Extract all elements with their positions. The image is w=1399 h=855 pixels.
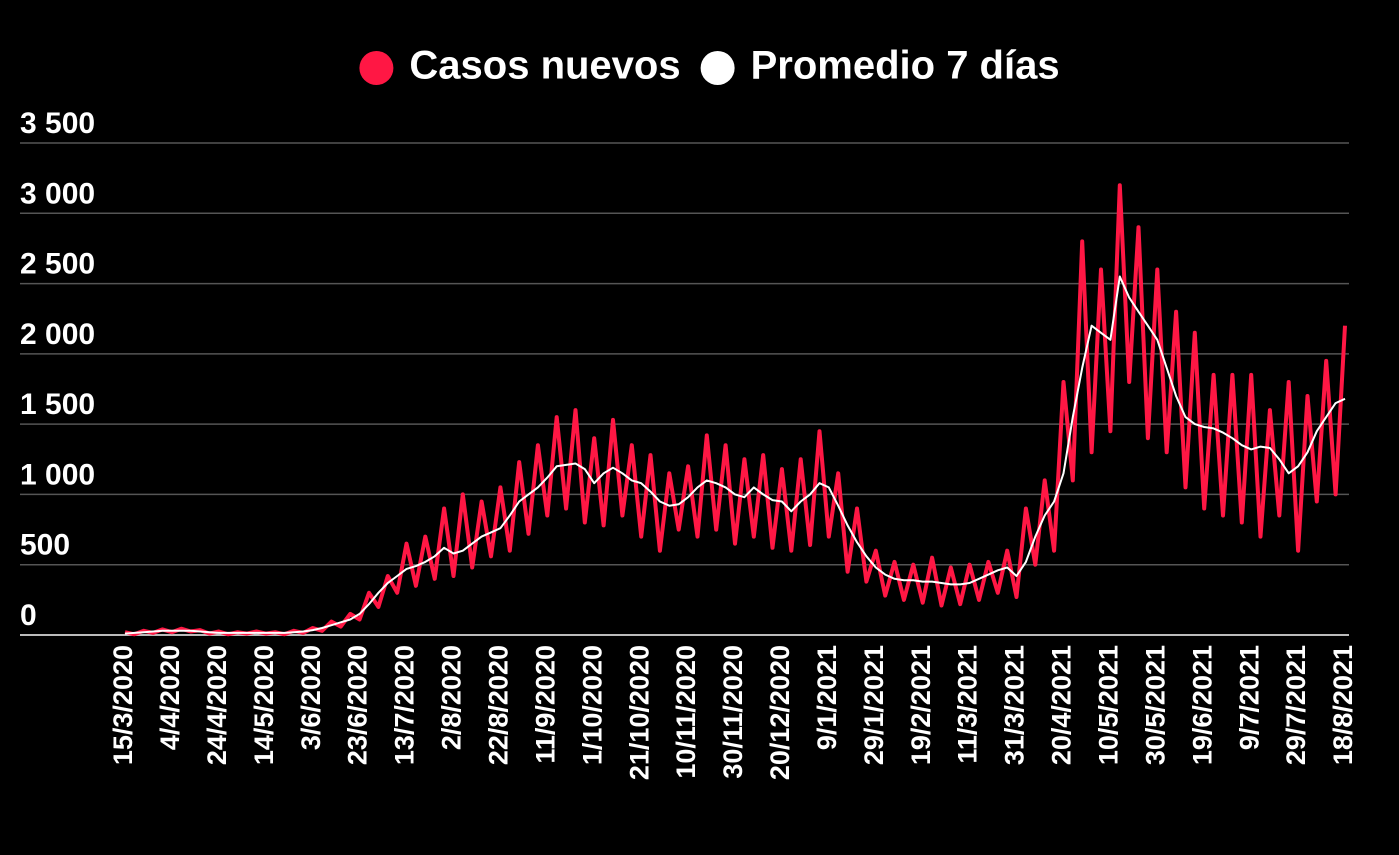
x-tick-label: 19/2/2021 <box>906 645 936 765</box>
x-tick-label: 14/5/2020 <box>249 645 279 765</box>
legend-marker <box>700 51 735 85</box>
x-tick-label: 15/3/2020 <box>108 645 138 765</box>
x-tick-label: 29/1/2021 <box>859 645 889 765</box>
x-tick-label: 11/9/2020 <box>530 645 560 764</box>
legend-label: Promedio 7 días <box>751 44 1060 88</box>
y-tick-label: 1 500 <box>20 388 95 421</box>
x-tick-label: 30/11/2020 <box>718 645 748 779</box>
x-tick-label: 1/10/2020 <box>577 645 607 765</box>
data-line <box>124 275 1346 635</box>
x-tick-label: 13/7/2020 <box>390 645 420 765</box>
x-tick-label: 20/4/2021 <box>1047 645 1077 765</box>
x-tick-label: 23/6/2020 <box>343 645 373 765</box>
y-tick-label: 1 000 <box>20 458 95 491</box>
y-tick-label: 2 500 <box>20 248 95 281</box>
x-tick-label: 10/5/2021 <box>1094 645 1124 765</box>
x-tick-label: 31/3/2021 <box>1000 645 1030 765</box>
data-line <box>124 183 1347 637</box>
x-tick-label: 3/6/2020 <box>296 645 326 750</box>
x-tick-label: 21/10/2020 <box>624 645 654 780</box>
y-tick-label: 500 <box>20 529 70 562</box>
x-tick-label: 18/8/2021 <box>1328 645 1358 765</box>
x-tick-label: 19/6/2021 <box>1187 645 1217 765</box>
x-tick-label: 24/4/2020 <box>202 645 232 765</box>
x-tick-label: 22/8/2020 <box>484 645 514 765</box>
grid <box>20 142 1349 636</box>
y-tick-label: 0 <box>20 599 37 632</box>
y-tick-label: 3 000 <box>20 177 95 210</box>
x-tick-label: 10/11/2020 <box>671 645 701 779</box>
y-tick-label: 3 500 <box>20 107 95 140</box>
legend-label: Casos nuevos <box>409 44 680 88</box>
y-tick-label: 2 000 <box>20 318 95 351</box>
x-tick-label: 9/1/2021 <box>812 645 842 750</box>
x-tick-label: 30/5/2021 <box>1140 645 1170 765</box>
x-tick-label: 11/3/2021 <box>953 645 983 764</box>
x-tick-label: 4/4/2020 <box>155 645 185 750</box>
legend: Casos nuevos Promedio 7 días <box>359 44 1060 88</box>
x-tick-label: 2/8/2020 <box>437 645 467 750</box>
x-tick-label: 9/7/2021 <box>1234 645 1264 750</box>
x-tick-label: 20/12/2020 <box>765 645 795 780</box>
legend-marker <box>359 51 394 85</box>
x-tick-label: 29/7/2021 <box>1281 645 1311 765</box>
